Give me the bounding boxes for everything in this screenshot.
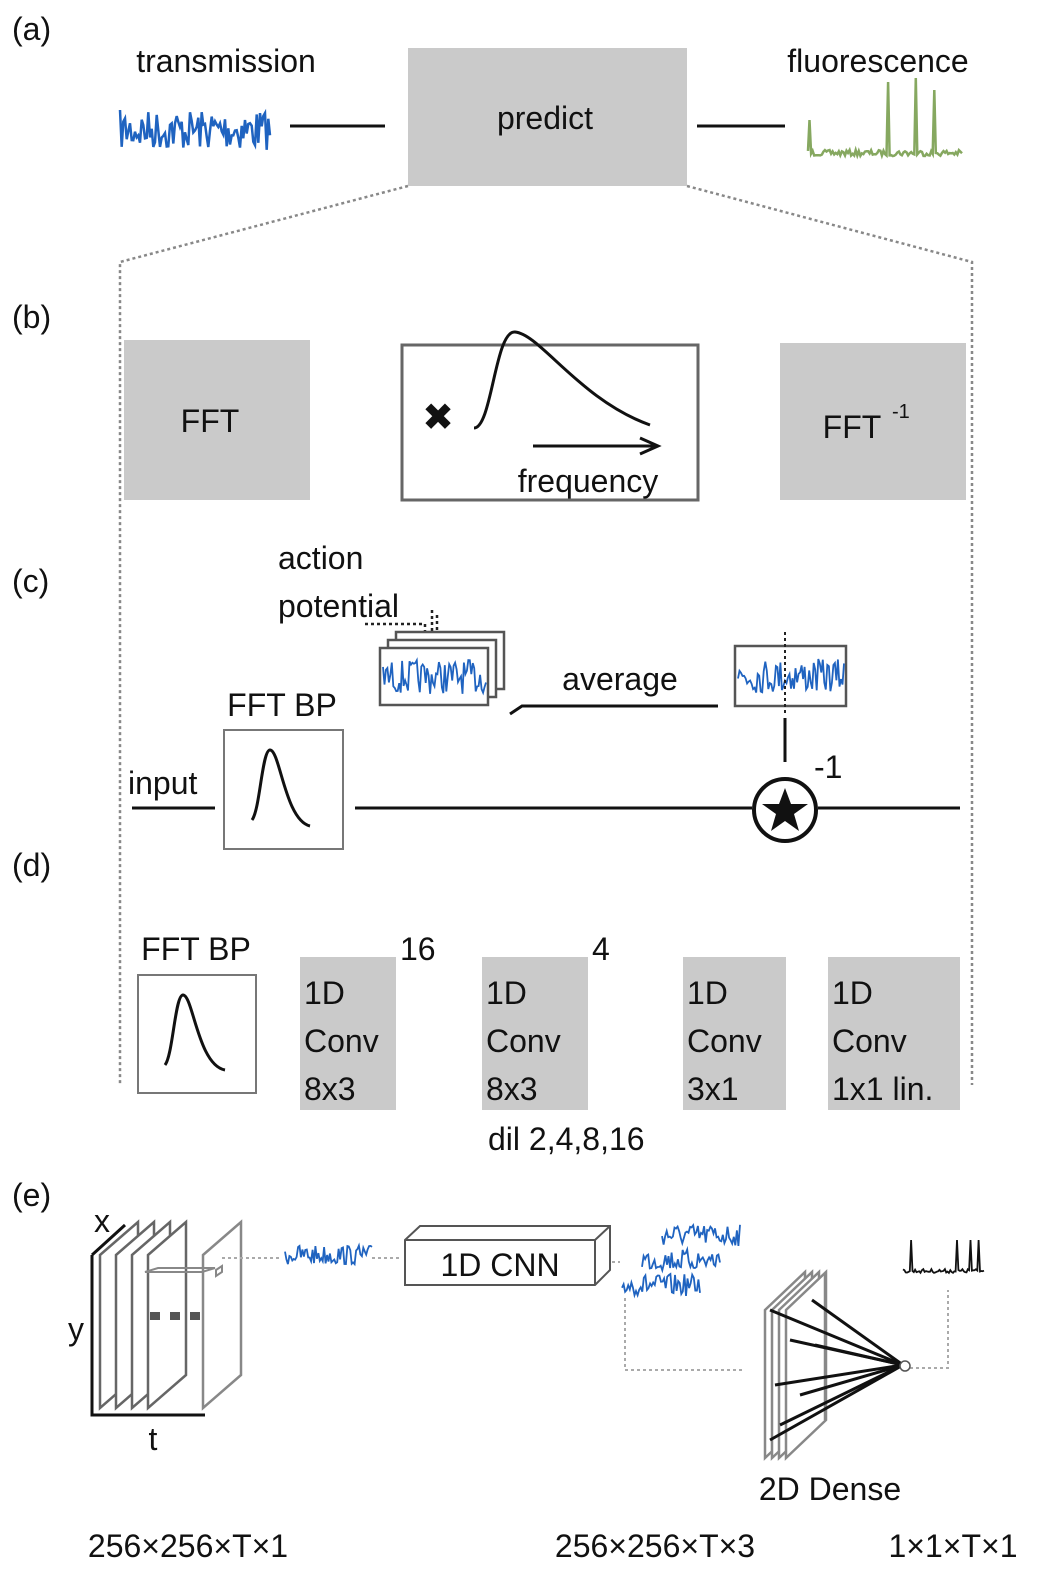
filter-label: FFT BP	[141, 931, 251, 967]
axis-label: y	[68, 1311, 84, 1347]
note-text: potential	[278, 588, 399, 624]
layer-text: 1D	[486, 975, 527, 1011]
average-label: average	[562, 661, 678, 697]
layer-text: 1D	[687, 975, 728, 1011]
connector	[510, 706, 718, 714]
fluorescence-trace	[808, 78, 962, 156]
output-trace	[662, 1225, 740, 1246]
layer-note: dil 2,4,8,16	[488, 1121, 645, 1157]
axis-label: frequency	[518, 463, 659, 499]
frame	[203, 1222, 241, 1408]
panel-label: (b)	[12, 299, 51, 335]
fft-label: FFT	[181, 403, 240, 439]
figure: (a) transmission predict fluorescence (b…	[0, 0, 1042, 1574]
transmission-trace	[120, 110, 270, 150]
output-trace	[622, 1274, 700, 1296]
panel-label: (e)	[12, 1177, 51, 1213]
multiply-symbol: ✖	[422, 397, 454, 439]
filter-count: 4	[592, 931, 610, 967]
layer-text: Conv	[486, 1023, 561, 1059]
dense-layer	[765, 1272, 910, 1458]
layer-text: Conv	[687, 1023, 762, 1059]
trace-stack	[380, 648, 488, 705]
shape-label: 256×256×T×1	[88, 1528, 288, 1564]
layer-text: Conv	[304, 1023, 379, 1059]
exponent: -1	[814, 749, 842, 785]
filter-box	[224, 730, 343, 849]
layer-text: 1D	[304, 975, 345, 1011]
trace-group	[622, 1225, 740, 1296]
filter-label: FFT BP	[227, 687, 337, 723]
panel-label: (d)	[12, 847, 51, 883]
layer-text: 8x3	[304, 1071, 356, 1107]
panel-label: (c)	[12, 563, 49, 599]
layer-text: 8x3	[486, 1071, 538, 1107]
output-trace	[642, 1250, 720, 1271]
predict-label: predict	[497, 100, 593, 136]
layer-text: 3x1	[687, 1071, 739, 1107]
cnn-label: 1D CNN	[440, 1247, 559, 1283]
axis-label: x	[94, 1203, 110, 1239]
layer-text: 1x1 lin.	[832, 1071, 933, 1107]
input-label: input	[128, 765, 198, 801]
axis-label: t	[149, 1421, 158, 1457]
note-text: action	[278, 540, 363, 576]
ellipsis	[150, 1312, 200, 1320]
pixel-trace	[285, 1246, 372, 1265]
input-label: transmission	[136, 43, 316, 79]
shape-label: 1×1×T×1	[889, 1528, 1018, 1564]
dense-label: 2D Dense	[759, 1471, 901, 1507]
shape-label: 256×256×T×3	[555, 1528, 755, 1564]
layer-text: 1D	[832, 975, 873, 1011]
output-node	[900, 1361, 910, 1371]
filter-box	[138, 975, 256, 1093]
spike-trace	[903, 1240, 984, 1273]
ifft-exponent: -1	[892, 401, 910, 423]
layer-text: Conv	[832, 1023, 907, 1059]
ifft-label: FFT	[823, 409, 882, 445]
layer-group: 1D Conv 8x3 16 1D Conv 8x3 4 dil 2,4,8,16 1D Conv 3…	[300, 931, 960, 1157]
panel-label: (a)	[12, 11, 51, 47]
output-label: fluorescence	[787, 43, 968, 79]
filter-count: 16	[400, 931, 436, 967]
